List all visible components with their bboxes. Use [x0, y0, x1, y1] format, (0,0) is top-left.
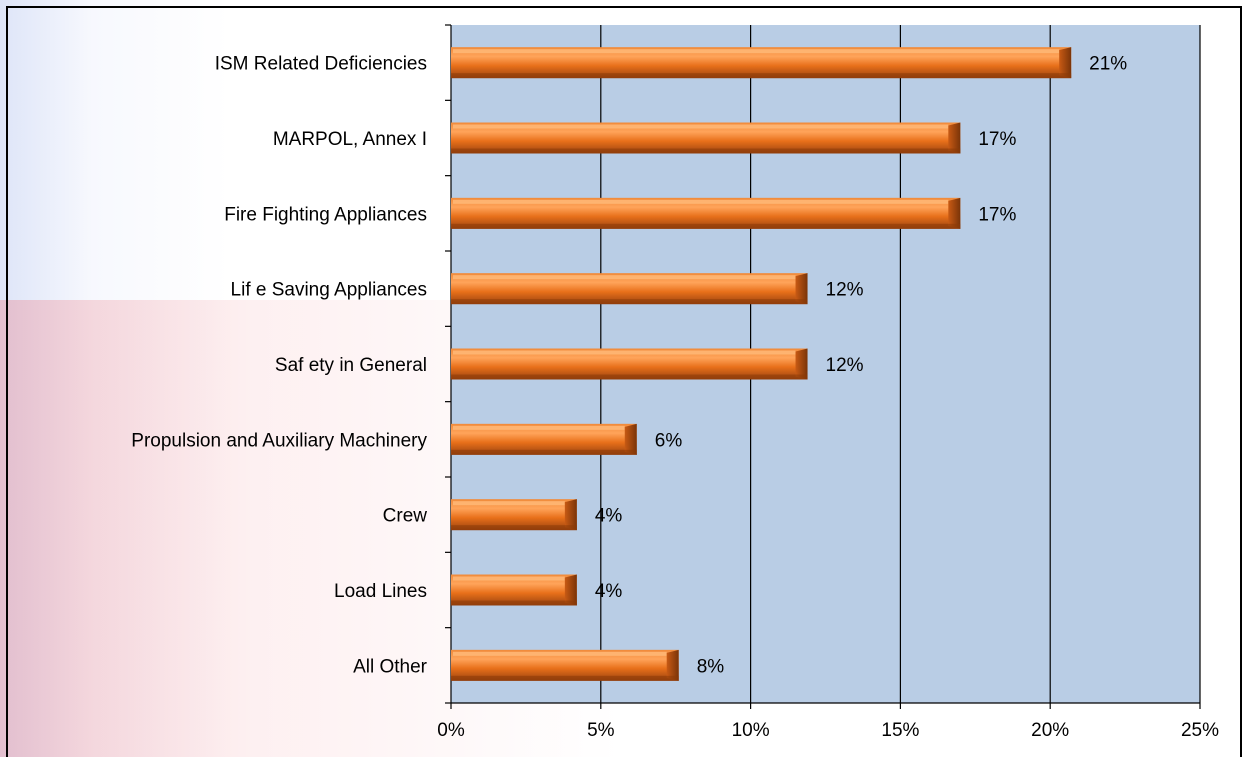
value-label: 21% [1089, 54, 1127, 75]
labels: 0% 5% 10% 15% 20% 25% ISM Related Deficiencies… [131, 54, 1219, 741]
bar-cap [564, 574, 577, 606]
category-label: Saf ety in General [275, 355, 427, 376]
category-label: MARPOL, Annex I [273, 129, 427, 150]
x-tick-label: 5% [587, 720, 615, 741]
bar [451, 499, 577, 531]
value-label: 17% [978, 129, 1016, 150]
bar-cap [624, 423, 637, 455]
bar-cap [948, 122, 961, 154]
bar-shadow [451, 374, 808, 380]
value-label: 6% [655, 430, 683, 451]
bar-shadow [451, 148, 961, 154]
value-label: 4% [595, 581, 623, 602]
bar-highlight [453, 124, 949, 129]
bar-highlight [453, 350, 796, 355]
bar-shadow [451, 675, 679, 681]
category-label: Propulsion and Auxiliary Machinery [131, 430, 427, 451]
bar-cap [795, 348, 808, 380]
bar-highlight [453, 275, 796, 280]
category-label: Lif e Saving Appliances [231, 280, 427, 301]
bar-shadow [451, 299, 808, 305]
bar-shadow [451, 73, 1072, 79]
bar [451, 423, 637, 455]
bar-cap [666, 649, 679, 681]
bar-highlight [453, 425, 625, 430]
bar-highlight [453, 501, 565, 506]
x-tick-label: 15% [881, 720, 919, 741]
bar [451, 122, 961, 154]
value-label: 12% [826, 355, 864, 376]
bar-highlight [453, 576, 565, 581]
bar-shadow [451, 600, 577, 606]
x-tick-label: 0% [437, 720, 465, 741]
x-tick-label: 25% [1181, 720, 1219, 741]
value-label: 8% [697, 656, 725, 677]
x-tick-label: 20% [1031, 720, 1069, 741]
category-label: Crew [383, 506, 428, 527]
value-label: 4% [595, 506, 623, 527]
background-accent-blue [0, 0, 230, 757]
bar-cap [795, 273, 808, 305]
bar [451, 197, 961, 229]
bar-shadow [451, 449, 637, 455]
chart-frame [6, 6, 1242, 757]
bar-cap [564, 499, 577, 531]
category-label: Load Lines [334, 581, 427, 602]
bar-highlight [453, 199, 949, 204]
bar [451, 47, 1072, 79]
bar-highlight [453, 651, 667, 656]
category-label: All Other [353, 656, 428, 677]
x-tick-label: 10% [732, 720, 770, 741]
category-label: ISM Related Deficiencies [215, 54, 427, 75]
bar [451, 574, 577, 606]
bars [451, 47, 1072, 681]
bar-cap [1059, 47, 1072, 79]
bar-shadow [451, 223, 961, 229]
category-label: Fire Fighting Appliances [224, 204, 427, 225]
bar [451, 348, 808, 380]
value-label: 12% [826, 280, 864, 301]
bar-highlight [453, 49, 1060, 54]
bar-cap [948, 197, 961, 229]
bar [451, 273, 808, 305]
value-label: 17% [978, 204, 1016, 225]
bar-shadow [451, 525, 577, 531]
bar [451, 649, 679, 681]
